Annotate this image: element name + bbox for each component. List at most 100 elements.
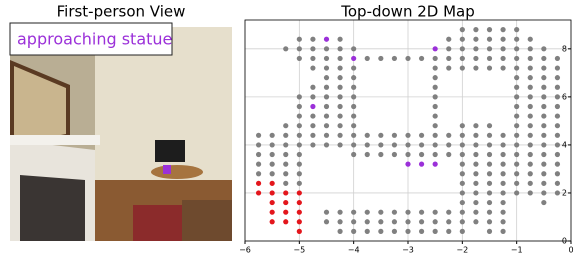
point [541,142,546,147]
point [324,75,329,80]
point [446,65,451,70]
x-tick-label: −1 [511,246,523,255]
point [283,142,288,147]
point [310,65,315,70]
point [487,162,492,167]
point [500,152,505,157]
point [528,56,533,61]
point [337,85,342,90]
point [337,65,342,70]
point [297,56,302,61]
point [297,104,302,109]
point [324,123,329,128]
point [446,46,451,51]
point [392,152,397,157]
point [270,219,275,224]
y-tick-label: 4 [562,140,567,149]
point [337,123,342,128]
point [297,142,302,147]
point [541,133,546,138]
point [419,229,424,234]
point [541,46,546,51]
point [514,94,519,99]
y-tick-label: 8 [562,44,567,53]
point [392,56,397,61]
point [460,210,465,215]
point [460,152,465,157]
point [528,113,533,118]
point [460,171,465,176]
point [419,133,424,138]
point [555,113,560,118]
point [541,85,546,90]
point [433,142,438,147]
point [487,142,492,147]
point [324,56,329,61]
x-tick-label: −4 [348,246,360,255]
point [473,210,478,215]
point [433,46,438,51]
point [514,56,519,61]
point [500,181,505,186]
point [473,171,478,176]
point [351,123,356,128]
point [514,162,519,167]
point [460,219,465,224]
point [392,142,397,147]
point [310,85,315,90]
point [419,142,424,147]
point [256,142,261,147]
point [446,142,451,147]
point [500,133,505,138]
point [487,171,492,176]
point [270,181,275,186]
point [487,133,492,138]
point [500,142,505,147]
point [460,200,465,205]
point [487,46,492,51]
point [310,133,315,138]
point [433,162,438,167]
point [378,152,383,157]
point [460,142,465,147]
point [433,85,438,90]
point [460,56,465,61]
point [433,65,438,70]
point [337,46,342,51]
point [487,65,492,70]
point [500,190,505,195]
point [555,190,560,195]
point [541,181,546,186]
point [528,46,533,51]
point [514,75,519,80]
point [541,104,546,109]
point [528,123,533,128]
point [270,200,275,205]
point [297,181,302,186]
point [473,162,478,167]
point [297,162,302,167]
point [392,133,397,138]
point [283,200,288,205]
chart-title: Top-down 2D Map [340,3,474,21]
point [310,104,315,109]
point [310,94,315,99]
point [419,162,424,167]
point [460,133,465,138]
point [514,152,519,157]
point [528,152,533,157]
point [256,152,261,157]
point [514,123,519,128]
point [351,75,356,80]
point [270,190,275,195]
point [460,27,465,32]
point [433,56,438,61]
point [446,152,451,157]
point [365,229,370,234]
point [446,133,451,138]
point [528,104,533,109]
point [365,56,370,61]
point [473,152,478,157]
point [555,171,560,176]
point [337,113,342,118]
